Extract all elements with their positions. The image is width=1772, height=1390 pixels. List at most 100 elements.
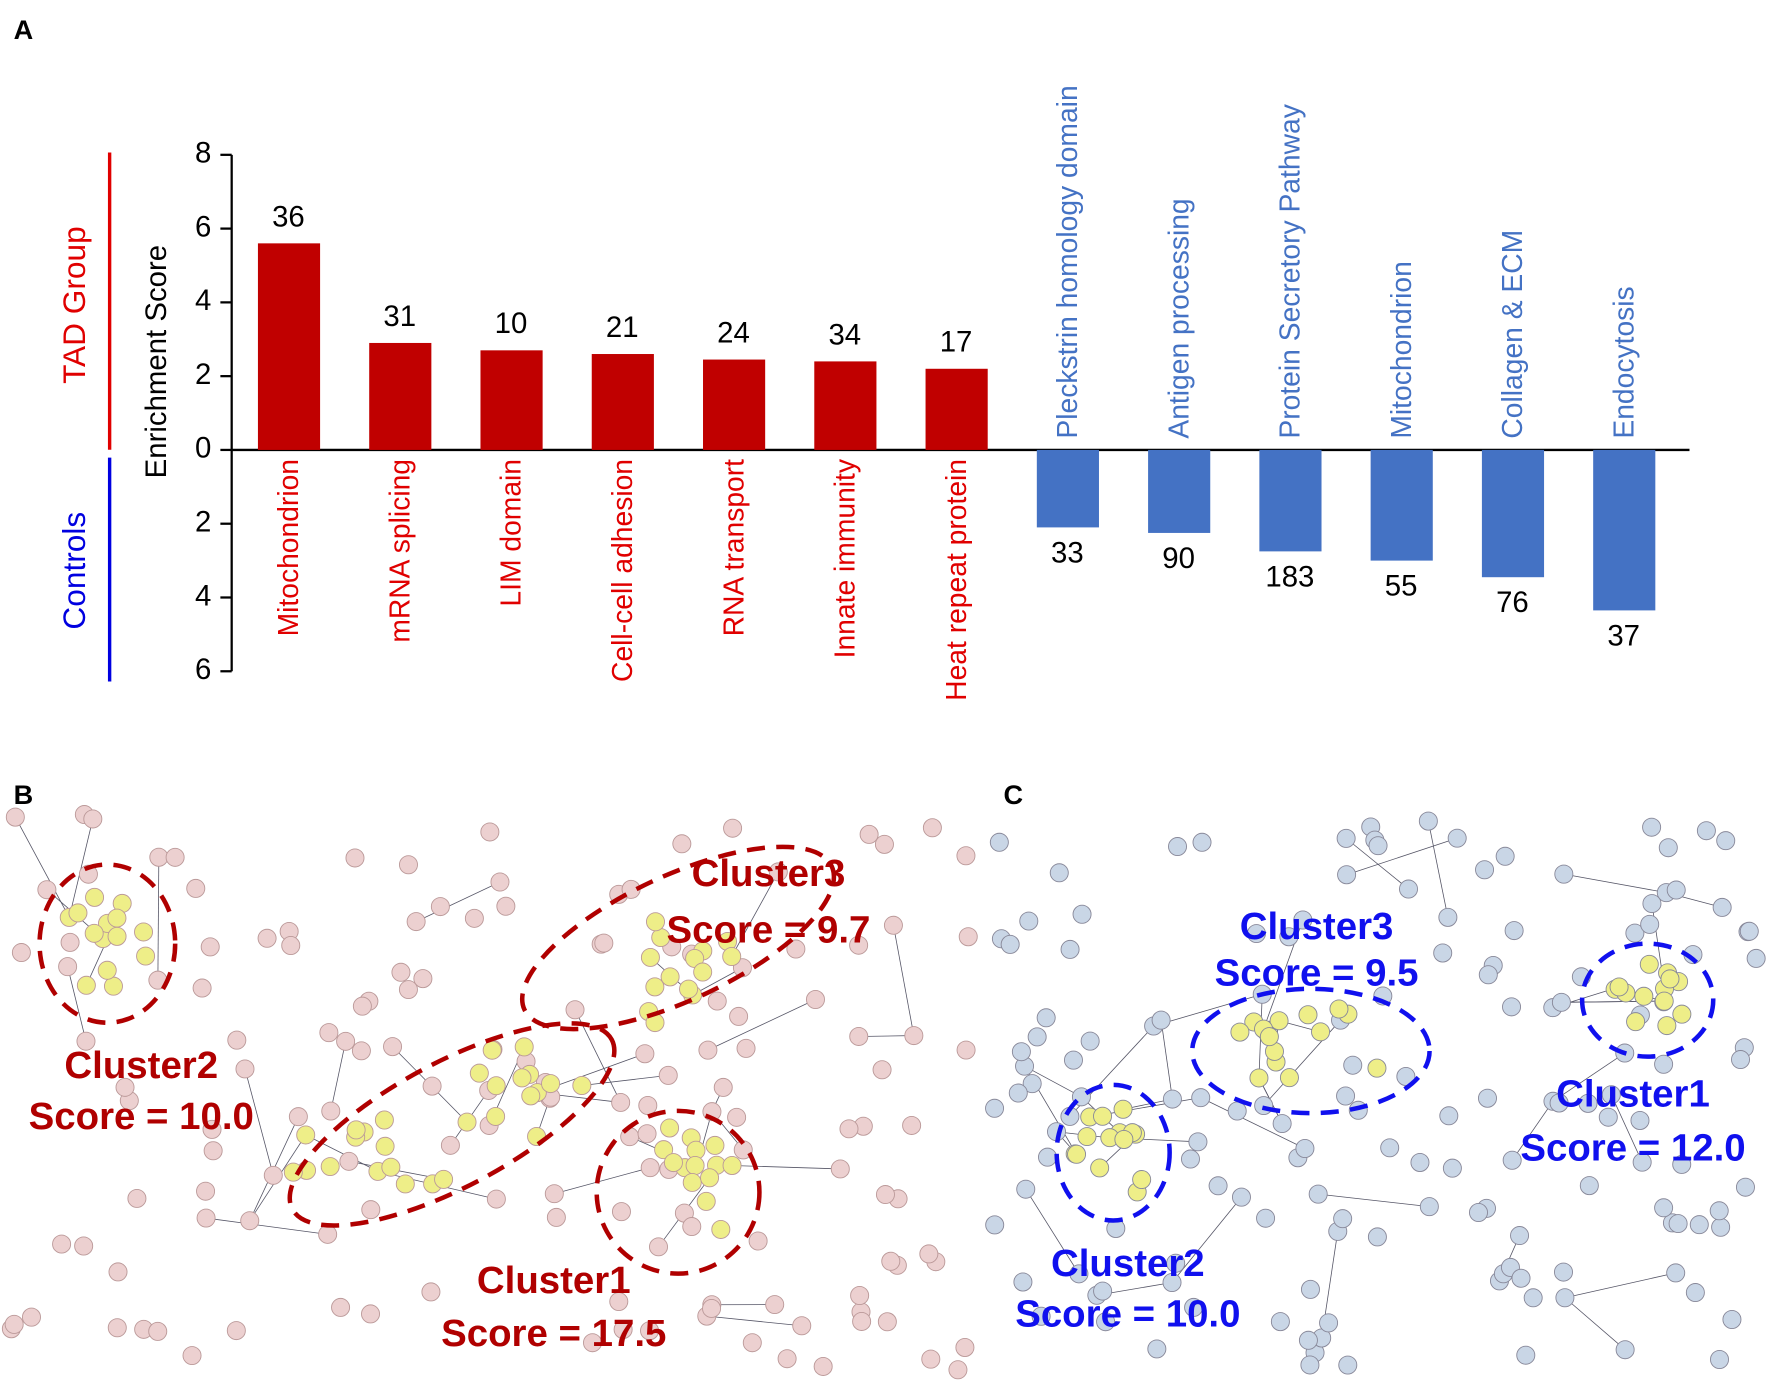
network-node — [1642, 817, 1662, 837]
network-node — [830, 1159, 850, 1179]
category-label: Collagen & ECM — [1496, 230, 1528, 439]
category-label: Mitochondrion — [272, 459, 304, 636]
count-label: 21 — [606, 311, 639, 344]
count-label: 34 — [828, 318, 861, 351]
network-node — [74, 1236, 94, 1256]
network-node — [723, 818, 743, 838]
network-node — [765, 1295, 785, 1315]
network-node — [381, 1157, 401, 1177]
network-edge — [731, 871, 779, 957]
network-node — [1022, 1074, 1042, 1094]
network-node — [136, 946, 156, 966]
network-node — [1069, 1264, 1089, 1284]
network-edge — [1025, 1188, 1080, 1275]
network-node — [1319, 1313, 1339, 1333]
cluster-name: Cluster3 — [692, 852, 846, 895]
network-node — [1067, 1144, 1087, 1164]
network-node — [1716, 831, 1736, 851]
network-node — [1151, 1010, 1171, 1030]
network-node — [1735, 1177, 1755, 1197]
network-node — [1311, 1022, 1331, 1042]
count-label: 37 — [1607, 619, 1640, 652]
network-edge — [1024, 1065, 1082, 1098]
network-node — [874, 834, 894, 854]
network-edge — [732, 1165, 841, 1170]
cluster-outline — [1579, 941, 1716, 1059]
network-node — [1338, 1355, 1358, 1375]
network-node — [1308, 1184, 1328, 1204]
network-node — [693, 962, 713, 982]
network-node — [679, 979, 699, 999]
network-node — [108, 1262, 128, 1282]
network-node — [1666, 880, 1686, 900]
network-node — [713, 1077, 733, 1097]
network-layer — [1, 805, 1766, 1380]
network-node — [339, 1151, 359, 1171]
bar — [257, 243, 321, 450]
network-node — [859, 824, 879, 844]
network-node — [813, 1356, 833, 1376]
network-node — [103, 976, 123, 996]
network-node — [572, 1076, 592, 1095]
network-node — [700, 1168, 720, 1188]
network-node — [1333, 1209, 1353, 1229]
bar — [480, 350, 543, 450]
category-label: mRNA splicing — [383, 459, 415, 643]
network-node — [1113, 1099, 1133, 1119]
group-label: Controls — [56, 512, 92, 630]
network-node — [1658, 838, 1678, 858]
network-node — [1180, 1149, 1200, 1169]
network-edge — [1564, 1272, 1676, 1299]
network-node — [1516, 1345, 1536, 1365]
cluster-score: Score = 9.7 — [667, 908, 871, 951]
network-node — [1598, 1107, 1618, 1127]
network-node — [1475, 860, 1495, 880]
cluster-outline — [519, 844, 837, 1032]
network-node — [729, 1006, 749, 1026]
category-label: Heat repeat protein — [940, 459, 972, 701]
network-node — [1208, 1176, 1228, 1196]
network-node — [226, 1321, 246, 1341]
network-node — [514, 1037, 534, 1057]
network-node — [722, 947, 742, 966]
network-node — [1654, 991, 1674, 1011]
bar — [814, 361, 877, 450]
network-node — [1329, 999, 1349, 1019]
network-node — [469, 1063, 489, 1083]
network-node — [1439, 1106, 1459, 1126]
network-node — [1689, 1215, 1709, 1235]
network-node — [374, 1110, 394, 1130]
network-node — [1657, 1016, 1677, 1036]
network-node — [1555, 1288, 1575, 1308]
network-node — [1300, 1355, 1320, 1375]
network-node — [1731, 1050, 1751, 1070]
network-node — [1442, 1158, 1462, 1178]
network-node — [482, 1040, 502, 1060]
network-node — [1295, 1139, 1315, 1158]
network-edge — [330, 1041, 347, 1112]
network-node — [134, 922, 154, 942]
network-node — [956, 846, 976, 866]
network-node — [434, 1169, 454, 1189]
network-node — [1343, 1055, 1363, 1075]
network-node — [609, 1292, 629, 1312]
network-node — [383, 1037, 403, 1057]
network-node — [922, 818, 942, 838]
network-node — [1712, 897, 1732, 917]
network-node — [640, 947, 660, 967]
network-node — [1031, 1306, 1051, 1326]
network-node — [1293, 910, 1313, 930]
group-label: TAD Group — [56, 226, 92, 384]
network-node — [1746, 948, 1766, 968]
network-node — [202, 1119, 222, 1139]
network-node — [257, 928, 277, 948]
network-node — [398, 855, 418, 875]
category-label: Innate immunity — [829, 458, 861, 658]
network-node — [1298, 1005, 1318, 1025]
network-node — [512, 1068, 532, 1088]
network-node — [1368, 836, 1388, 856]
network-node — [1090, 1158, 1110, 1178]
count-label: 76 — [1496, 586, 1529, 619]
network-node — [391, 962, 411, 982]
